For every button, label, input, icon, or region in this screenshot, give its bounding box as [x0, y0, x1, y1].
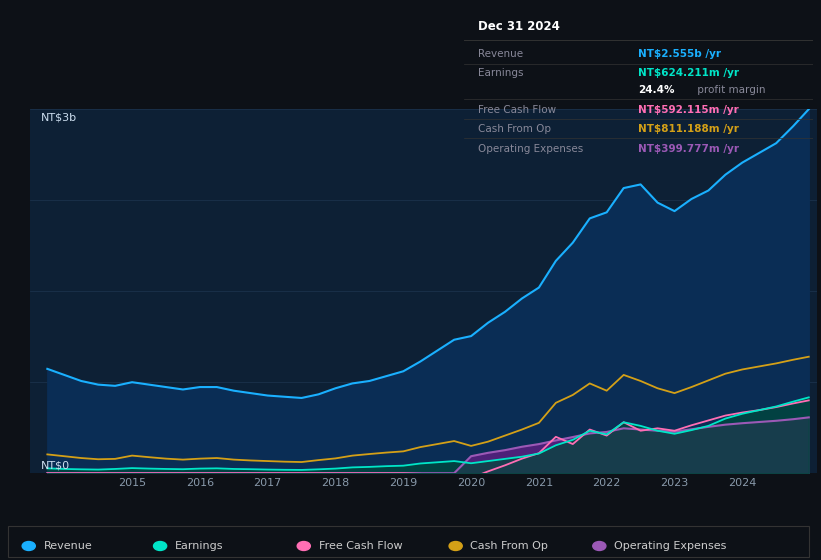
Text: Cash From Op: Cash From Op [470, 541, 548, 551]
Text: Operating Expenses: Operating Expenses [614, 541, 727, 551]
Text: NT$399.777m /yr: NT$399.777m /yr [639, 144, 740, 154]
Text: NT$592.115m /yr: NT$592.115m /yr [639, 105, 739, 115]
Text: Free Cash Flow: Free Cash Flow [319, 541, 402, 551]
Text: profit margin: profit margin [695, 85, 766, 95]
Text: Earnings: Earnings [478, 68, 523, 78]
Text: NT$811.188m /yr: NT$811.188m /yr [639, 124, 739, 134]
Text: Operating Expenses: Operating Expenses [478, 144, 583, 154]
Text: Revenue: Revenue [44, 541, 92, 551]
Text: Free Cash Flow: Free Cash Flow [478, 105, 556, 115]
Text: Cash From Op: Cash From Op [478, 124, 551, 134]
Text: NT$624.211m /yr: NT$624.211m /yr [639, 68, 740, 78]
Text: NT$0: NT$0 [40, 460, 70, 470]
Text: Revenue: Revenue [478, 49, 523, 59]
Text: Earnings: Earnings [175, 541, 223, 551]
Text: NT$3b: NT$3b [40, 113, 76, 123]
Text: Dec 31 2024: Dec 31 2024 [478, 20, 560, 33]
Text: NT$2.555b /yr: NT$2.555b /yr [639, 49, 722, 59]
Text: 24.4%: 24.4% [639, 85, 675, 95]
